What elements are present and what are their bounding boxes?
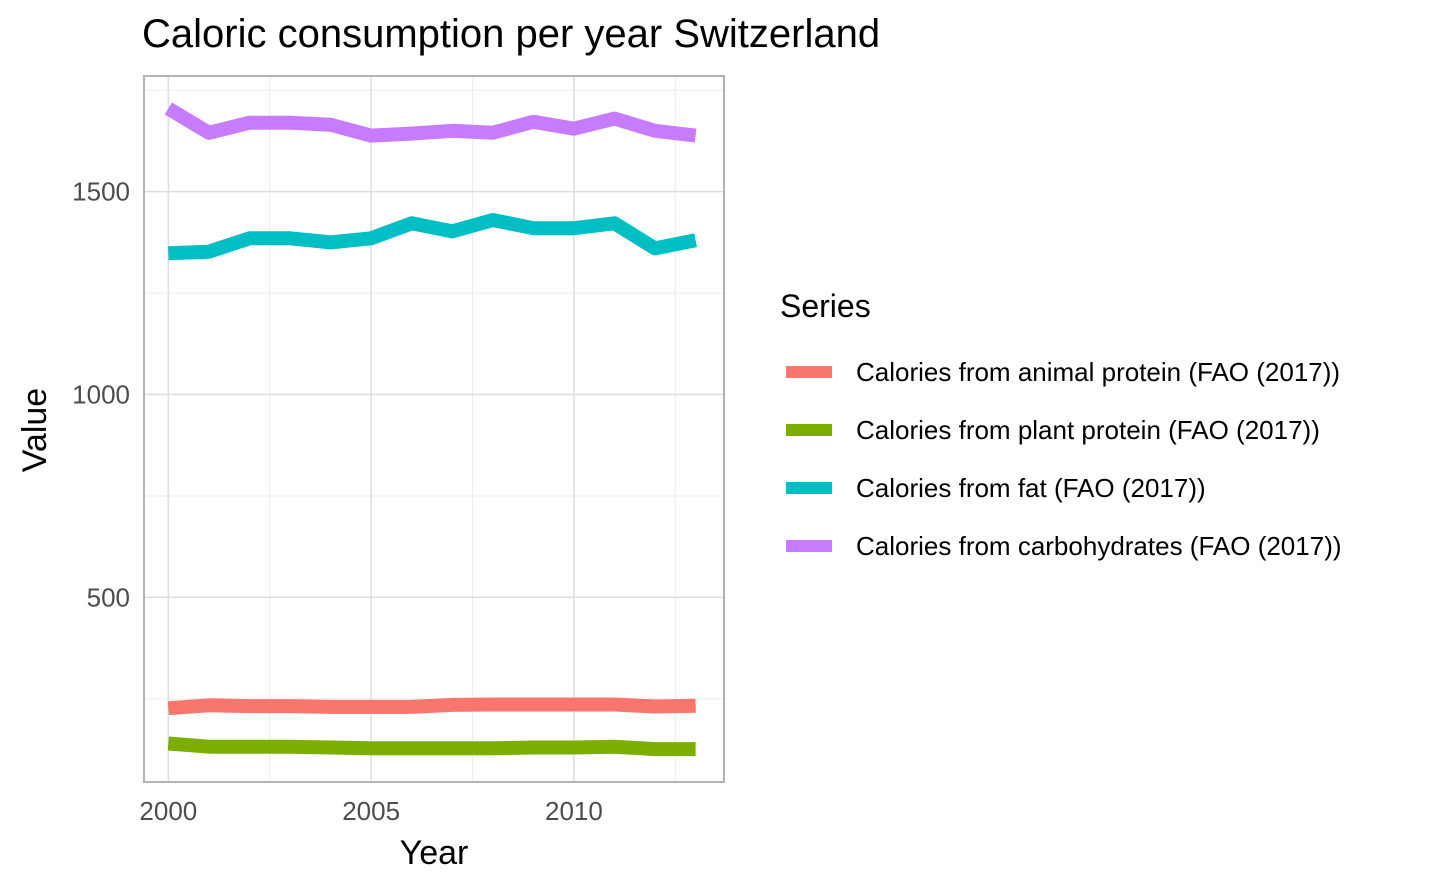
legend-item: Calories from carbohydrates (FAO (2017)) [786, 528, 1426, 564]
x-tick-label: 2000 [139, 796, 197, 826]
y-tick-label: 1000 [72, 380, 130, 410]
legend-swatch [786, 540, 832, 552]
x-axis-title: Year [400, 834, 469, 872]
legend-label: Calories from plant protein (FAO (2017)) [856, 415, 1320, 445]
series-line [168, 213, 697, 261]
y-tick-label: 1500 [72, 177, 130, 207]
legend-item: Calories from fat (FAO (2017)) [786, 470, 1426, 506]
legend-label: Calories from fat (FAO (2017)) [856, 473, 1206, 503]
series-lines [164, 102, 697, 757]
axis-ticks: 500 1000 1500 2000 2005 2010 [72, 177, 603, 826]
legend-label: Calories from animal protein (FAO (2017)… [856, 357, 1341, 387]
legend-swatch [786, 482, 832, 494]
legend-item: Calories from plant protein (FAO (2017)) [786, 412, 1426, 448]
chart-title: Caloric consumption per year Switzerland [142, 12, 881, 56]
series-line [167, 697, 696, 716]
x-tick-label: 2005 [342, 796, 400, 826]
plot-panel-border [143, 75, 725, 783]
series-line [164, 102, 697, 143]
legend-item: Calories from animal protein (FAO (2017)… [786, 354, 1426, 390]
legend-label: Calories from carbohydrates (FAO (2017)) [856, 531, 1342, 561]
legend-swatch [786, 366, 832, 378]
legend-title: Series [780, 288, 871, 324]
series-line [167, 736, 696, 757]
y-tick-label: 500 [87, 582, 130, 612]
y-axis-title: Value [16, 388, 54, 472]
grid-lines [144, 76, 724, 782]
x-tick-label: 2010 [545, 796, 603, 826]
legend-swatch [786, 424, 832, 436]
